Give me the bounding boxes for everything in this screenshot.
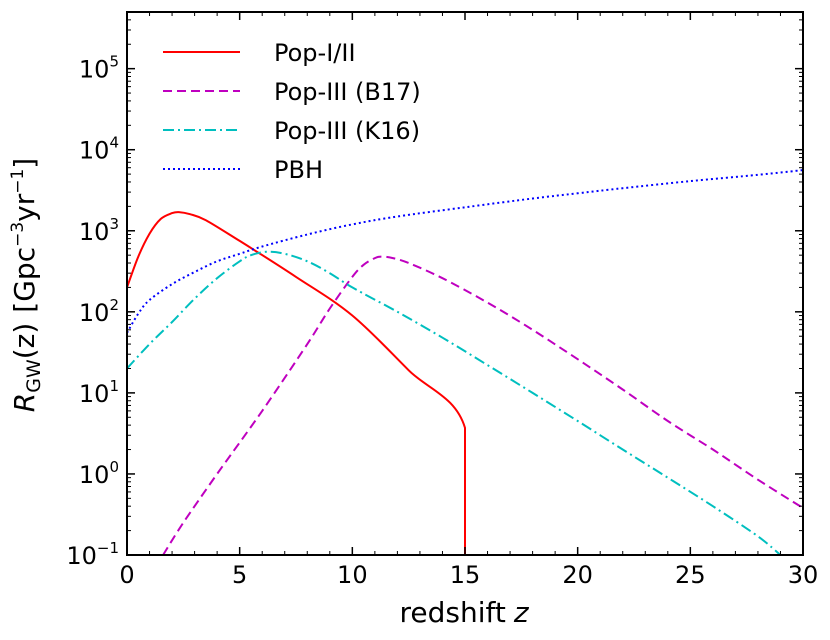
y-label-unit-close: ] (8, 158, 41, 169)
x-tick-label: 30 (788, 561, 819, 589)
y-axis-label: RGW(z) [Gpc−3yr−1] (8, 158, 45, 412)
y-label-arg: (z) (8, 323, 41, 360)
series-layer (127, 169, 803, 555)
y-label-exp2: −1 (8, 169, 28, 194)
legend-label-1: Pop-I/II (274, 39, 356, 67)
y-label-unit-mid: yr (8, 193, 41, 222)
y-tick-label: 104 (79, 134, 119, 165)
y-label-unit-open: [Gpc (8, 247, 41, 313)
series-line-3 (127, 250, 782, 555)
y-label-r: R (8, 393, 41, 412)
x-tick-label: 10 (337, 561, 368, 589)
x-axis-label-text: redshift (399, 596, 505, 629)
y-tick-label: 10−1 (66, 539, 119, 570)
y-tick-label: 103 (79, 215, 119, 246)
y-label-sub: GW (23, 359, 45, 393)
y-tick-label: 102 (79, 296, 119, 327)
series-line-1 (127, 211, 466, 555)
legend-label-3: Pop-III (K16) (274, 117, 420, 145)
x-tick-label: 20 (562, 561, 593, 589)
y-tick-label: 105 (79, 53, 119, 84)
ticks-layer: 0 5 10 15 20 25 30 10−1 100 101 102 103 104 105 (66, 11, 819, 589)
legend-label-2: Pop-III (B17) (274, 78, 421, 106)
y-tick-label: 100 (79, 458, 119, 489)
legend: Pop-I/II Pop-III (B17) Pop-III (K16) PBH (163, 39, 421, 184)
y-label-exp1: −3 (8, 222, 28, 247)
x-tick-label: 25 (675, 561, 706, 589)
y-tick-label: 101 (79, 377, 119, 408)
x-tick-label: 15 (450, 561, 481, 589)
x-axis-label: redshift z (399, 596, 529, 629)
legend-label-4: PBH (274, 156, 323, 184)
plot-frame (126, 11, 804, 556)
x-axis-label-var: z (513, 596, 530, 629)
series-line-2 (162, 255, 803, 555)
x-tick-label: 5 (232, 561, 247, 589)
x-tick-label: 0 (119, 561, 134, 589)
series-line-4 (127, 169, 803, 334)
